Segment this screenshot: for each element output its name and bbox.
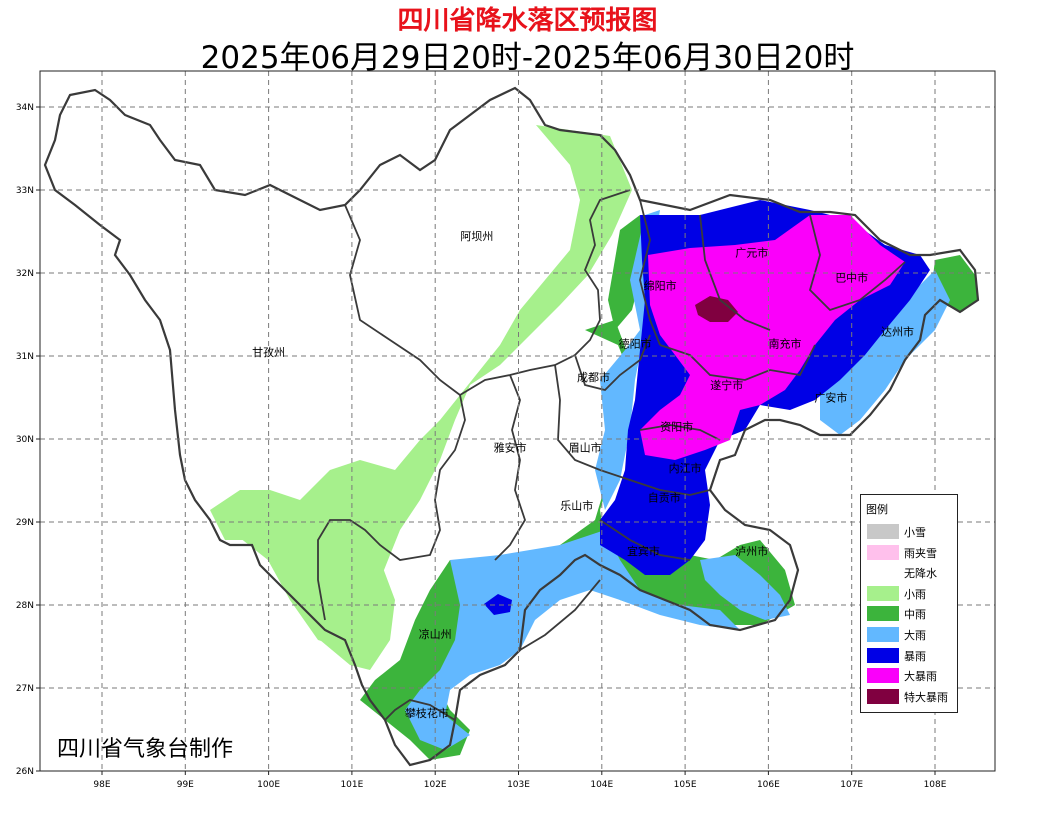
legend-item: 大暴雨 [866, 665, 958, 685]
y-tick-label: 26N [16, 767, 34, 777]
legend-item: 无降水 [866, 562, 958, 582]
x-tick-label: 101E [340, 780, 363, 790]
city-label: 达州市 [881, 324, 914, 338]
city-label: 眉山市 [569, 440, 602, 454]
precipitation-zones [210, 125, 978, 760]
legend-swatch [867, 688, 899, 704]
city-label: 成都市 [577, 370, 610, 384]
city-label: 乐山市 [560, 499, 593, 513]
x-tick-label: 108E [924, 780, 947, 790]
province-boundary [43, 86, 980, 767]
y-tick-label: 27N [16, 684, 34, 694]
legend-item: 小雨 [866, 583, 958, 603]
y-tick-label: 34N [16, 103, 34, 113]
city-label: 雅安市 [494, 440, 527, 454]
legend-title: 图例 [866, 503, 888, 516]
city-label: 阿坝州 [460, 229, 493, 243]
x-tick-label: 106E [757, 780, 780, 790]
axis-ticks: 98E 99E 100E 101E 102E 103E 104E 105E 106E 107E 10… [16, 103, 947, 790]
lat-lon-grid [40, 71, 995, 771]
zone-heavy-rain-south [405, 530, 740, 750]
legend-item: 大雨 [866, 624, 958, 644]
zone-heavy-rain-sichuan-basin [700, 555, 790, 620]
legend-swatch [867, 668, 899, 684]
zone-heavy-rainstorm [640, 215, 905, 460]
x-tick-label: 103E [507, 780, 530, 790]
zone-extreme-rainstorm [695, 296, 738, 322]
legend-swatch [867, 627, 899, 642]
legend-item: 小雪 [866, 521, 958, 541]
zone-rainstorm-spot [484, 594, 512, 615]
city-label: 宜宾市 [627, 544, 660, 558]
legend-label: 小雨 [904, 587, 926, 601]
legend-item: 雨夹雪 [866, 542, 958, 562]
legend: 图例 小雪雨夹雪无降水小雨中雨大雨暴雨大暴雨特大暴雨 [860, 494, 958, 713]
legend-swatch [867, 585, 899, 601]
zone-light-rain-south [230, 515, 395, 670]
zone-heavy-rain-central [595, 210, 660, 510]
map-title: 四川省降水落区预报图 [397, 6, 658, 36]
prefecture-boundaries [317, 189, 906, 721]
legend-swatch [867, 606, 899, 622]
city-label: 攀枝花市 [405, 706, 449, 720]
city-label: 巴中市 [835, 270, 868, 284]
y-tick-label: 31N [16, 352, 34, 362]
legend-label: 小雪 [904, 526, 926, 539]
legend-label: 大暴雨 [904, 670, 937, 684]
legend-item: 暴雨 [866, 645, 958, 665]
y-tick-label: 33N [16, 186, 34, 196]
city-label: 遂宁市 [710, 378, 743, 392]
y-tick-label: 29N [16, 518, 34, 528]
y-tick-label: 30N [16, 435, 34, 445]
legend-swatch [867, 647, 899, 663]
x-tick-label: 98E [93, 780, 110, 790]
legend-item: 特大暴雨 [866, 686, 958, 706]
legend-swatch [867, 544, 899, 560]
city-label: 资阳市 [660, 420, 693, 434]
x-tick-label: 99E [177, 780, 194, 790]
x-tick-label: 105E [674, 780, 697, 790]
legend-swatch [867, 565, 899, 581]
zone-light-rain-west [210, 125, 632, 650]
x-tick-label: 100E [257, 780, 280, 790]
x-tick-label: 107E [840, 780, 863, 790]
y-tick-label: 28N [16, 601, 34, 611]
city-label: 绵阳市 [644, 279, 677, 293]
city-label: 南充市 [769, 337, 802, 351]
legend-label: 特大暴雨 [904, 690, 948, 704]
x-tick-label: 104E [590, 780, 613, 790]
legend-label: 大雨 [904, 629, 926, 642]
city-label: 甘孜州 [252, 345, 285, 359]
map-frame [39, 70, 996, 772]
city-label: 内江市 [669, 461, 702, 475]
city-label: 广元市 [735, 245, 768, 259]
legend-label: 雨夹雪 [904, 546, 937, 560]
legend-item: 中雨 [866, 603, 958, 623]
city-label: 自贡市 [648, 490, 681, 504]
city-label: 广安市 [814, 391, 847, 405]
city-label: 泸州市 [735, 544, 768, 558]
city-label: 凉山州 [419, 627, 452, 641]
legend-swatch [867, 524, 899, 539]
legend-label: 无降水 [904, 567, 937, 581]
x-tick-label: 102E [424, 780, 447, 790]
legend-label: 中雨 [904, 608, 926, 622]
producer-credit: 四川省气象台制作 [57, 737, 234, 762]
y-tick-label: 32N [16, 269, 34, 279]
legend-label: 暴雨 [904, 649, 926, 663]
forecast-period: 2025年06月29日20时-2025年06月30日20时 [200, 40, 855, 76]
city-label: 德阳市 [619, 337, 652, 351]
zone-heavy-rain-east [820, 270, 950, 435]
